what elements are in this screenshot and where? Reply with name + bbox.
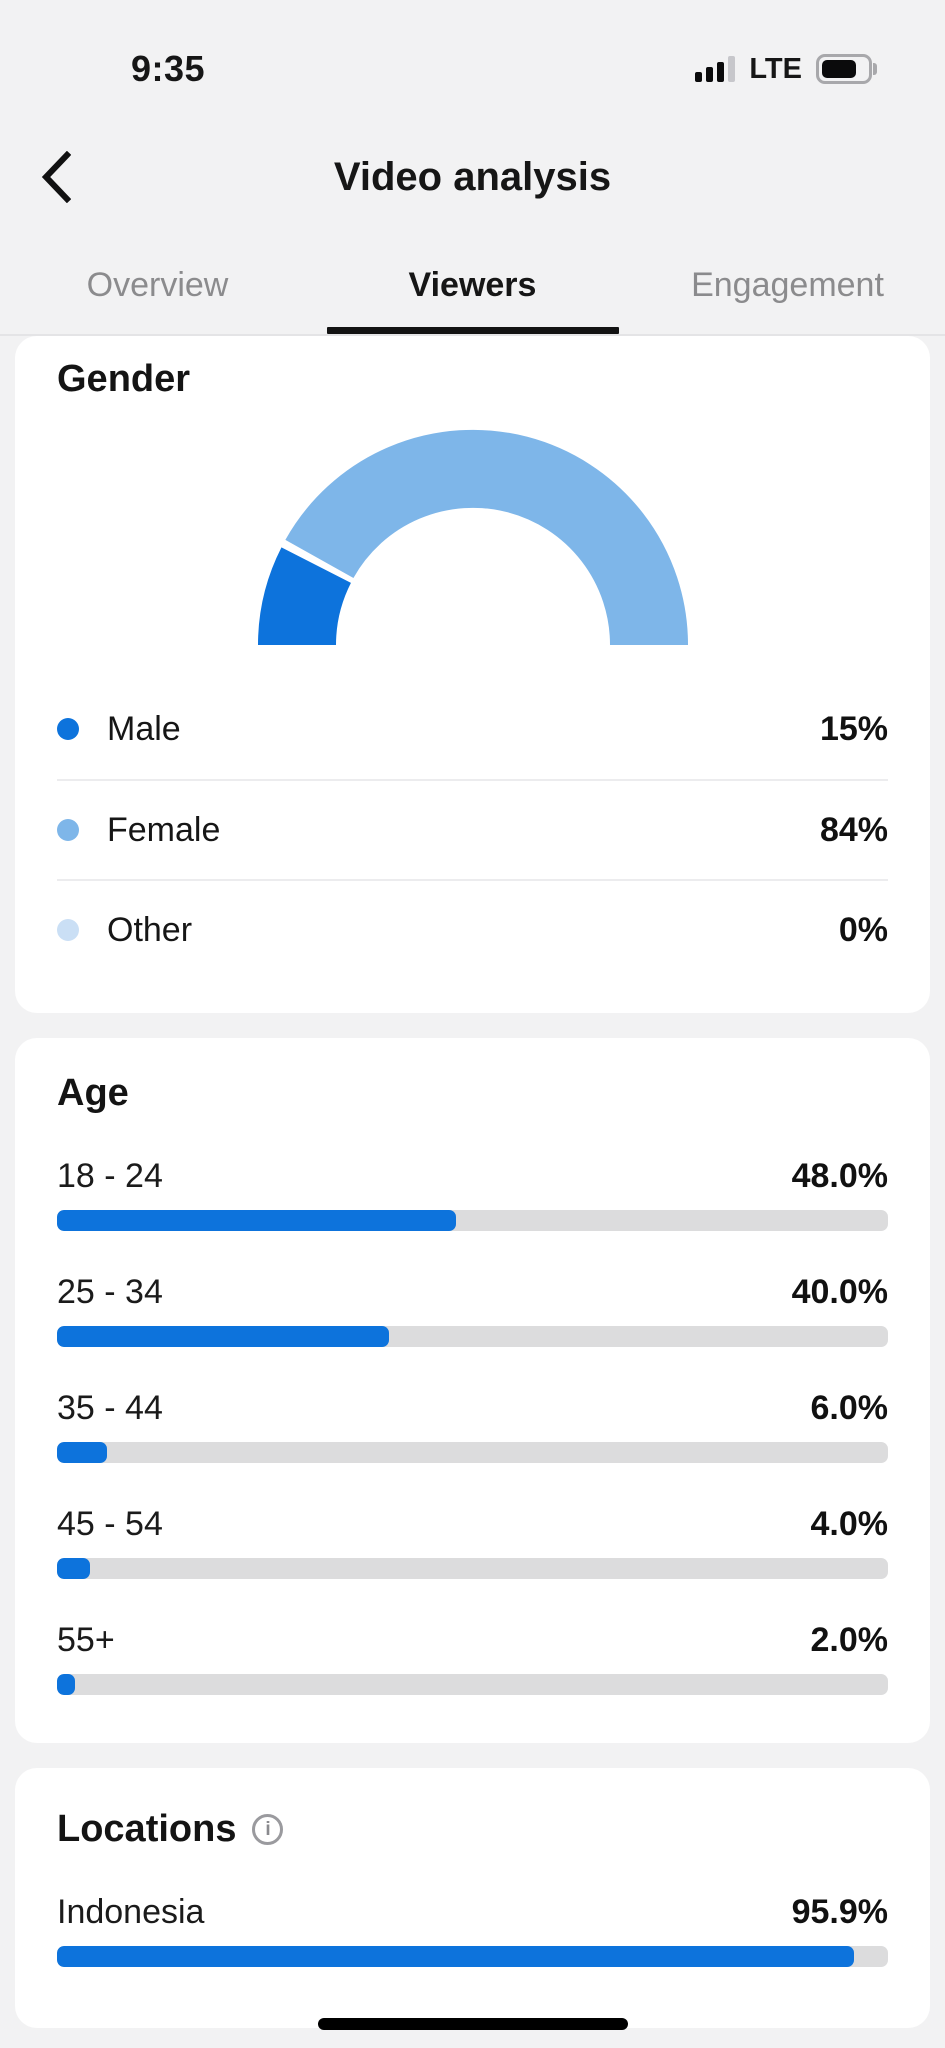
location-percent-value: 95.9% bbox=[791, 1893, 888, 1931]
age-row-18-24: 18 - 24 48.0% bbox=[57, 1157, 888, 1231]
age-percent-value: 2.0% bbox=[810, 1621, 889, 1659]
age-percent-value: 6.0% bbox=[810, 1389, 889, 1427]
male-dot-icon bbox=[57, 718, 79, 740]
age-heading: Age bbox=[57, 1072, 129, 1114]
info-icon[interactable]: i bbox=[252, 1814, 284, 1845]
legend-label: Female bbox=[107, 810, 221, 849]
progress-track bbox=[57, 1558, 888, 1579]
age-range-label: 55+ bbox=[57, 1621, 115, 1659]
gender-half-donut-chart bbox=[57, 427, 888, 649]
locations-heading: Locations bbox=[57, 1808, 237, 1850]
cellular-signal-icon bbox=[695, 56, 736, 82]
network-type-label: LTE bbox=[749, 52, 802, 85]
nav-header: Video analysis bbox=[0, 118, 945, 236]
legend-value: 84% bbox=[819, 810, 888, 849]
legend-row-male: Male 15% bbox=[57, 679, 888, 779]
tab-overview[interactable]: Overview bbox=[86, 265, 229, 304]
progress-fill bbox=[57, 1326, 390, 1347]
progress-track bbox=[57, 1946, 888, 1967]
age-range-label: 18 - 24 bbox=[57, 1157, 163, 1195]
age-row-25-34: 25 - 34 40.0% bbox=[57, 1273, 888, 1347]
age-section: Age 18 - 24 48.0% 25 - 34 40.0% 35 - 44 … bbox=[15, 1038, 930, 1743]
location-label: Indonesia bbox=[57, 1893, 205, 1931]
other-dot-icon bbox=[57, 919, 79, 941]
age-range-label: 45 - 54 bbox=[57, 1505, 163, 1543]
age-percent-value: 4.0% bbox=[810, 1505, 889, 1543]
progress-track bbox=[57, 1326, 888, 1347]
legend-row-female: Female 84% bbox=[57, 779, 888, 879]
age-percent-value: 48.0% bbox=[791, 1157, 888, 1195]
legend-value: 0% bbox=[838, 910, 888, 949]
gender-heading: Gender bbox=[57, 358, 191, 400]
progress-fill bbox=[57, 1442, 107, 1463]
progress-track bbox=[57, 1442, 888, 1463]
legend-row-other: Other 0% bbox=[57, 879, 888, 979]
age-percent-value: 40.0% bbox=[791, 1273, 888, 1311]
home-indicator[interactable] bbox=[317, 2018, 628, 2030]
legend-value: 15% bbox=[819, 709, 888, 748]
battery-icon bbox=[816, 54, 878, 84]
age-row-55plus: 55+ 2.0% bbox=[57, 1621, 888, 1695]
progress-fill bbox=[57, 1210, 456, 1231]
gender-donut-female-segment bbox=[284, 429, 688, 646]
progress-fill bbox=[57, 1674, 75, 1695]
age-range-label: 35 - 44 bbox=[57, 1389, 163, 1427]
progress-fill bbox=[57, 1946, 854, 1967]
clock: 9:35 bbox=[131, 48, 206, 89]
gender-section: Gender Male 15% Female 84% Other 0% bbox=[15, 336, 930, 1013]
active-tab-indicator bbox=[326, 327, 619, 334]
gender-donut-male-segment bbox=[257, 547, 351, 647]
gender-legend: Male 15% Female 84% Other 0% bbox=[57, 679, 888, 979]
legend-label: Other bbox=[107, 910, 193, 949]
progress-fill bbox=[57, 1558, 91, 1579]
tab-bar: Overview Viewers Engagement bbox=[0, 236, 945, 336]
progress-track bbox=[57, 1674, 888, 1695]
status-bar: 9:35 LTE bbox=[0, 0, 945, 118]
female-dot-icon bbox=[57, 819, 79, 841]
location-row-indonesia: Indonesia 95.9% bbox=[57, 1893, 888, 1967]
age-row-45-54: 45 - 54 4.0% bbox=[57, 1505, 888, 1579]
locations-section: Locations i Indonesia 95.9% bbox=[15, 1768, 930, 2028]
progress-track bbox=[57, 1210, 888, 1231]
chevron-left-icon bbox=[41, 151, 71, 203]
page-title: Video analysis bbox=[333, 154, 612, 199]
back-button[interactable] bbox=[34, 149, 78, 205]
age-row-35-44: 35 - 44 6.0% bbox=[57, 1389, 888, 1463]
tab-viewers[interactable]: Viewers bbox=[408, 265, 537, 304]
legend-label: Male bbox=[107, 709, 181, 748]
age-range-label: 25 - 34 bbox=[57, 1273, 163, 1311]
tab-engagement[interactable]: Engagement bbox=[691, 265, 884, 304]
